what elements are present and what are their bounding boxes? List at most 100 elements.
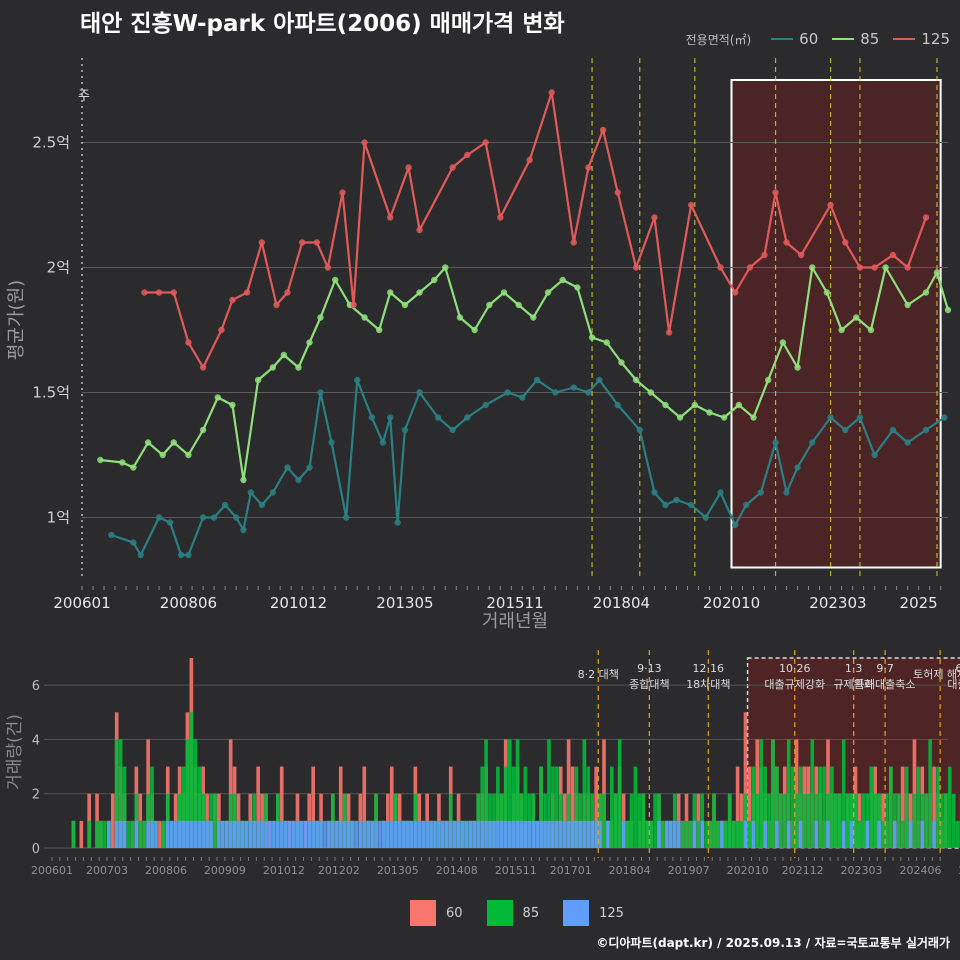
- data-point-125: [350, 301, 357, 309]
- bar-125: [908, 820, 913, 848]
- bar-125: [378, 820, 382, 848]
- data-point-85: [254, 376, 262, 384]
- data-point-60: [673, 496, 680, 504]
- bar-125: [209, 820, 213, 848]
- bar-85: [830, 766, 834, 848]
- bar-legend-label-60: 60: [446, 905, 463, 921]
- bar-125: [307, 820, 312, 848]
- data-point-85: [229, 401, 236, 409]
- data-point-125: [871, 264, 878, 271]
- bar-125: [786, 820, 791, 848]
- bar-60: [570, 766, 575, 848]
- data-point-85: [647, 389, 654, 396]
- x-tick-label: 202010: [703, 594, 760, 612]
- bar-85: [771, 739, 775, 848]
- bar-85: [95, 820, 99, 848]
- y-tick-label: 2억: [47, 259, 70, 277]
- bar-85: [213, 793, 217, 848]
- bar-125: [598, 820, 602, 848]
- data-point-125: [904, 264, 911, 271]
- bar-x-tick-label: 201408: [436, 864, 478, 877]
- data-point-85: [240, 476, 247, 484]
- data-point-85: [764, 376, 772, 384]
- bar-85: [480, 766, 484, 848]
- bar-85: [680, 820, 685, 848]
- bar-85: [197, 766, 202, 848]
- bar-125: [523, 820, 528, 848]
- bar-85: [936, 766, 940, 848]
- data-point-85: [779, 339, 787, 346]
- legend-item-85: 85: [832, 30, 879, 48]
- bar-60: [311, 766, 315, 848]
- policy-annotation-label: 9·13: [637, 662, 662, 675]
- x-tick-label: 201012: [270, 594, 327, 612]
- policy-annotation-label: 9·7: [876, 662, 894, 675]
- bar-85: [613, 793, 618, 848]
- bar-60: [735, 766, 740, 848]
- data-point-60: [889, 426, 897, 434]
- bar-125: [503, 820, 508, 848]
- data-point-60: [636, 426, 643, 434]
- data-point-125: [361, 139, 368, 146]
- bar-85: [114, 739, 119, 848]
- bar-y-tick-label: 2: [32, 788, 40, 803]
- bar-125: [590, 820, 595, 848]
- data-point-60: [166, 519, 174, 526]
- bar-60: [743, 712, 748, 848]
- bar-85: [193, 739, 198, 848]
- bar-85: [150, 766, 154, 848]
- bar-x-tick-label: 202010: [727, 864, 769, 877]
- data-point-85: [500, 289, 508, 296]
- bar-x-tick-label: 201511: [495, 864, 537, 877]
- bar-125: [547, 820, 551, 848]
- bar-125: [177, 820, 182, 848]
- bar-125: [291, 820, 296, 848]
- data-point-85: [280, 351, 288, 359]
- bar-125: [193, 820, 198, 848]
- bar-legend-label-85: 85: [522, 905, 540, 921]
- bar-125: [468, 820, 473, 848]
- bar-85: [633, 766, 638, 848]
- bar-125: [448, 820, 453, 848]
- data-point-125: [170, 289, 177, 296]
- data-point-125: [229, 296, 236, 304]
- bar-85: [896, 793, 901, 848]
- bar-125: [154, 820, 158, 848]
- bar-x-tick-label: 200909: [204, 864, 246, 877]
- bar-125: [346, 820, 351, 848]
- bar-125: [134, 820, 139, 848]
- bar-85: [649, 820, 653, 848]
- bar-125: [606, 820, 610, 848]
- bar-85: [885, 793, 889, 848]
- data-point-60: [482, 401, 489, 409]
- bar-60: [932, 766, 936, 848]
- bar-125: [877, 820, 881, 848]
- bar-125: [220, 820, 225, 848]
- bar-85: [873, 793, 877, 848]
- bar-x-tick-label: 200601: [31, 864, 73, 877]
- legend-line-125: [893, 38, 916, 40]
- bar-85: [798, 766, 803, 848]
- marker-label: 주: [78, 89, 90, 104]
- data-point-125: [258, 239, 266, 246]
- policy-annotation-label: 12·16: [693, 662, 725, 675]
- top-legend: 전용면적(㎡) 60 85 125: [686, 30, 950, 48]
- bar-85: [189, 712, 194, 848]
- data-point-85: [662, 401, 669, 409]
- bar-85: [496, 766, 500, 848]
- data-point-85: [794, 364, 801, 371]
- bar-85: [782, 793, 787, 848]
- legend-label-125: 125: [921, 30, 950, 48]
- bar-125: [570, 820, 575, 848]
- bar-60: [256, 766, 260, 848]
- data-point-85: [144, 439, 152, 446]
- bar-85: [551, 766, 555, 848]
- bar-125: [574, 820, 579, 848]
- legend-line-85: [832, 38, 855, 40]
- data-point-60: [368, 414, 376, 421]
- bar-85: [574, 766, 579, 848]
- data-point-85: [691, 401, 699, 409]
- data-point-60: [343, 514, 350, 521]
- data-point-125: [687, 201, 695, 209]
- data-point-85: [387, 289, 394, 296]
